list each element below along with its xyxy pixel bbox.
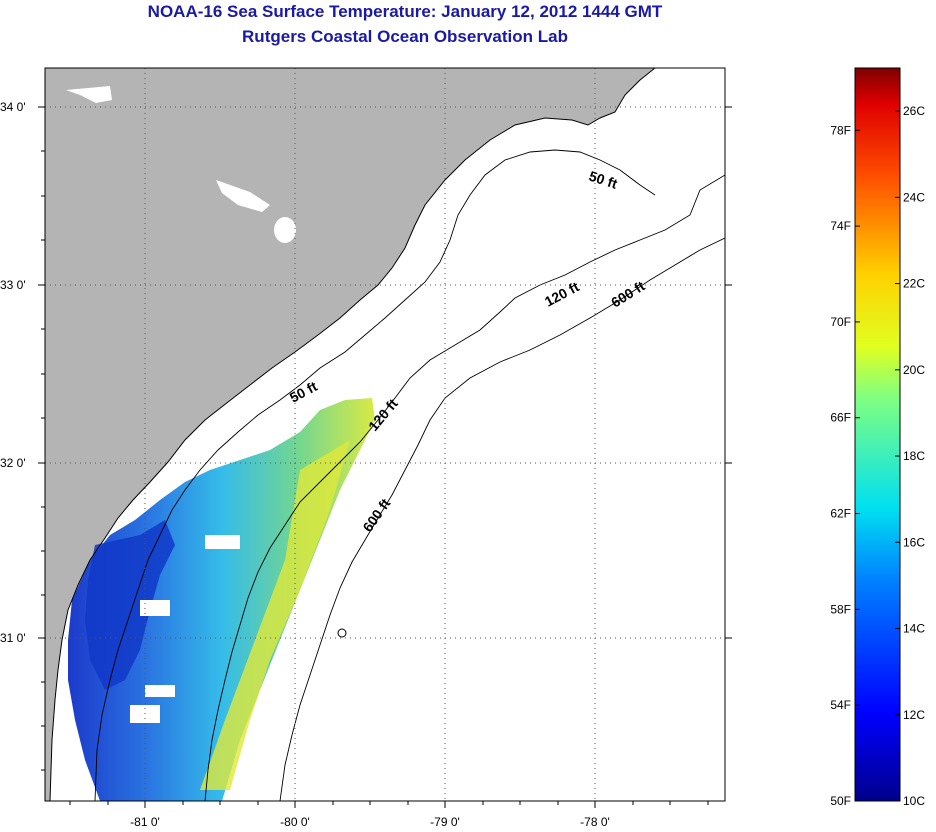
lon-label-79: -79 0' xyxy=(430,815,460,829)
colorbar-label-celsius: 20C xyxy=(903,363,925,377)
land-area xyxy=(45,68,655,801)
axis-ticks xyxy=(38,106,732,808)
inland-lake xyxy=(216,180,270,212)
inland-lake xyxy=(274,217,296,243)
seamount-marker xyxy=(337,628,347,638)
colorbar-label-celsius: 22C xyxy=(903,277,925,291)
colorbar-label-fahrenheit: 70F xyxy=(830,315,851,329)
sst-cold-patch xyxy=(85,520,175,690)
colorbar-label-fahrenheit: 78F xyxy=(830,123,851,137)
colorbar-label-celsius: 18C xyxy=(903,449,925,463)
cloud-gap xyxy=(205,535,240,549)
lat-label-32: 32 0' xyxy=(0,456,26,470)
coastline xyxy=(49,68,656,801)
contour-120ft xyxy=(204,174,725,801)
colorbar-label-fahrenheit: 62F xyxy=(830,507,851,521)
lat-label-34: 34 0' xyxy=(0,100,26,114)
lat-label-33: 33 0' xyxy=(0,278,26,292)
map-subtitle: Rutgers Coastal Ocean Observation Lab xyxy=(242,27,568,46)
colorbar-gradient xyxy=(854,67,901,802)
grid-lines xyxy=(45,68,725,801)
colorbar-label-celsius: 24C xyxy=(903,190,925,204)
lat-label-31: 31 0' xyxy=(0,631,26,645)
colorbar-label-celsius: 26C xyxy=(903,104,925,118)
colorbar-label-fahrenheit: 66F xyxy=(830,411,851,425)
map-title: NOAA-16 Sea Surface Temperature: January… xyxy=(147,2,663,21)
lon-label-81: -81 0' xyxy=(130,815,160,829)
inland-lake xyxy=(66,86,112,103)
sst-warm-patch xyxy=(200,440,350,790)
contour-50ft xyxy=(94,149,656,801)
colorbar-label-celsius: 10C xyxy=(903,794,925,808)
map-frame xyxy=(44,67,726,802)
colorbar-label-fahrenheit: 54F xyxy=(830,698,851,712)
contour-600ft xyxy=(279,237,725,801)
colorbar-label-fahrenheit: 74F xyxy=(830,219,851,233)
colorbar-labels: 26C 24C 22C 20C 18C 16C 14C 12C 10C 78F 74F 70F 66F 6… xyxy=(830,104,925,808)
lon-label-78: -78 0' xyxy=(580,815,610,829)
colorbar-label-celsius: 14C xyxy=(903,622,925,636)
colorbar-label-fahrenheit: 58F xyxy=(830,602,851,616)
lon-label-80: -80 0' xyxy=(280,815,310,829)
colorbar-label-fahrenheit: 50F xyxy=(830,794,851,808)
colorbar-label-celsius: 16C xyxy=(903,535,925,549)
cloud-gap xyxy=(140,600,170,616)
colorbar-label-celsius: 12C xyxy=(903,708,925,722)
cloud-gap xyxy=(145,685,175,697)
